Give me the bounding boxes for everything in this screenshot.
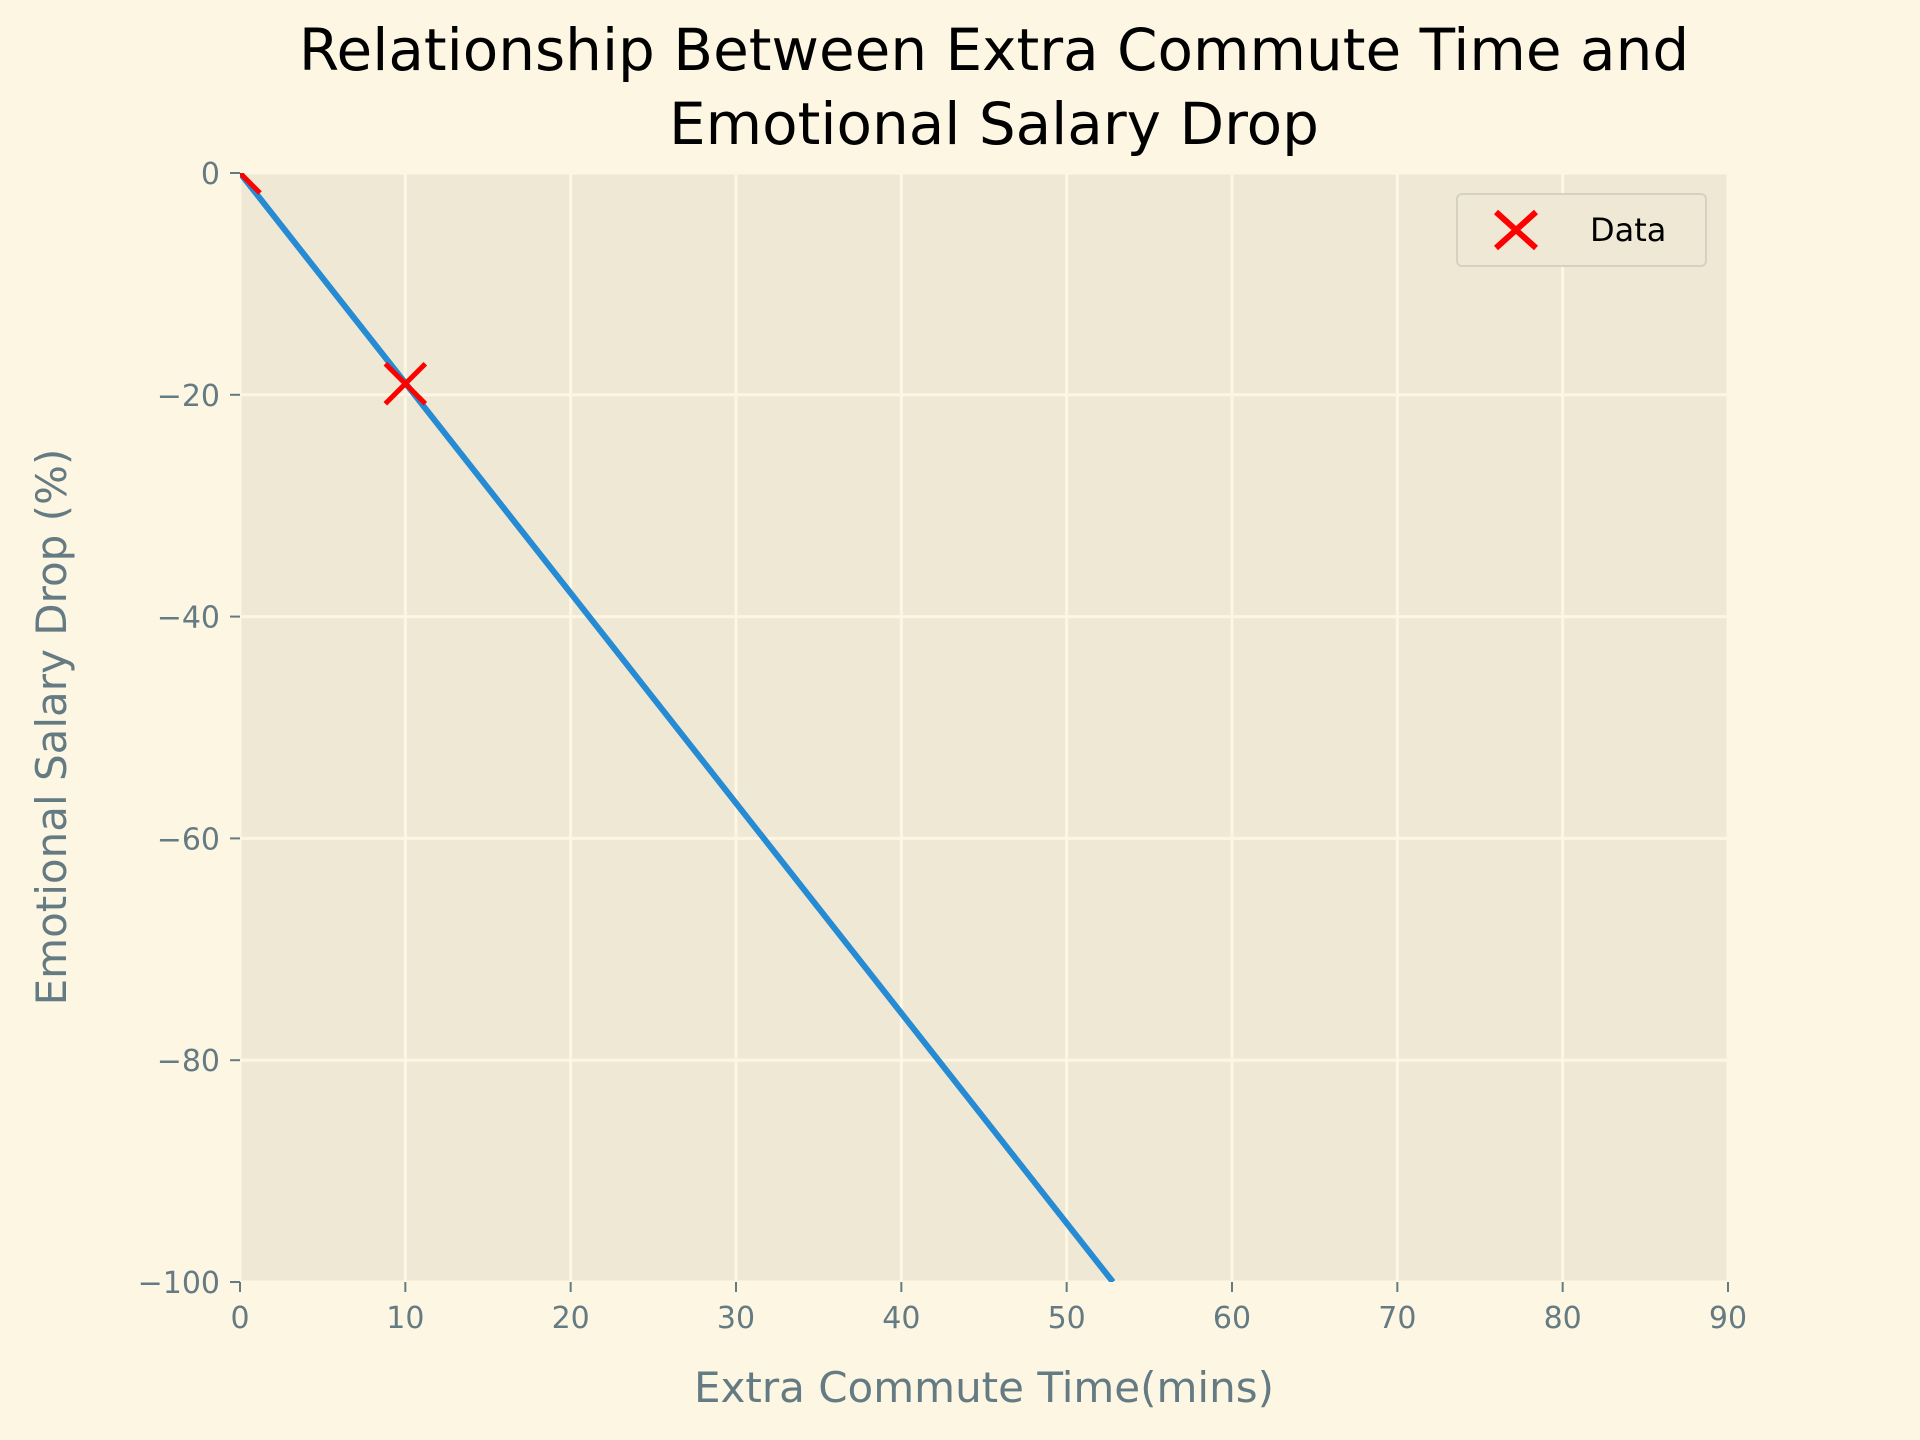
y-tick-label: −40 <box>157 601 220 636</box>
data-point-marker <box>240 173 262 195</box>
x-tick-label: 10 <box>386 1301 424 1336</box>
x-tick-label: 60 <box>1213 1301 1251 1336</box>
x-tick-label: 30 <box>717 1301 755 1336</box>
legend-box <box>1456 193 1707 267</box>
y-tick-label: 0 <box>201 157 220 192</box>
x-tick-label: 80 <box>1544 1301 1582 1336</box>
x-tick-label: 0 <box>230 1301 249 1336</box>
y-tick-label: −20 <box>157 379 220 414</box>
x-tick-label: 90 <box>1709 1301 1747 1336</box>
chart-title-line-2: Emotional Salary Drop <box>669 90 1319 158</box>
chart-title-line-1: Relationship Between Extra Commute Time … <box>299 16 1689 84</box>
data-point-marker <box>383 361 428 406</box>
x-tick-label: 70 <box>1378 1301 1416 1336</box>
trend-line <box>240 173 1116 1282</box>
plot-area <box>240 173 1728 1282</box>
legend: Data <box>1456 193 1707 267</box>
marker-stroke <box>240 173 262 195</box>
x-axis-label: Extra Commute Time(mins) <box>694 1363 1274 1412</box>
legend-label-data: Data <box>1590 211 1666 249</box>
y-tick-label: −80 <box>157 1044 220 1079</box>
legend-marker-x <box>1493 209 1539 251</box>
data-series <box>240 173 1116 1282</box>
y-axis-label: Emotional Salary Drop (%) <box>27 449 76 1006</box>
axis-ticks: 0 10 20 30 40 50 60 70 80 90 0 −20 −40 −60 −80 −100 <box>138 157 1748 1336</box>
marker-stroke <box>383 361 428 406</box>
x-tick-label: 40 <box>882 1301 920 1336</box>
y-tick-label: −100 <box>138 1266 220 1301</box>
x-tick-label: 20 <box>552 1301 590 1336</box>
y-tick-label: −60 <box>157 822 220 857</box>
grid-lines <box>238 171 1730 1284</box>
x-tick-label: 50 <box>1048 1301 1086 1336</box>
